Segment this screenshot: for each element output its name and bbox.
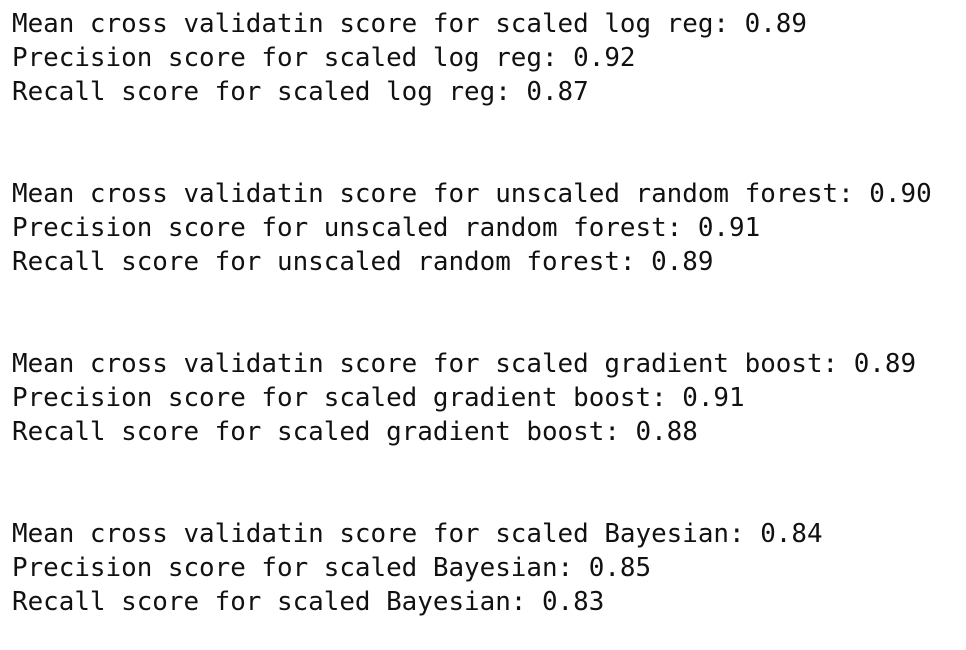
output-line: Precision score for scaled log reg: 0.92 (12, 43, 636, 73)
output-line: Mean cross validatin score for scaled Ba… (12, 519, 823, 549)
output-line: Precision score for scaled gradient boos… (12, 383, 745, 413)
output-line: Recall score for scaled gradient boost: … (12, 417, 698, 447)
output-group: Mean cross validatin score for scaled Ba… (12, 517, 966, 619)
output-group: Mean cross validatin score for unscaled … (12, 177, 966, 279)
output-line: Precision score for unscaled random fore… (12, 213, 761, 243)
output-line: Mean cross validatin score for unscaled … (12, 179, 932, 209)
output-group: Mean cross validatin score for scaled gr… (12, 347, 966, 449)
output-group: Mean cross validatin score for scaled lo… (12, 7, 966, 109)
output-line: Precision score for scaled Bayesian: 0.8… (12, 553, 652, 583)
output-line: Recall score for scaled Bayesian: 0.83 (12, 587, 605, 617)
output-line: Mean cross validatin score for scaled lo… (12, 9, 807, 39)
output-line: Recall score for unscaled random forest:… (12, 247, 714, 277)
output-line: Recall score for scaled log reg: 0.87 (12, 77, 589, 107)
output-line: Mean cross validatin score for scaled gr… (12, 349, 917, 379)
